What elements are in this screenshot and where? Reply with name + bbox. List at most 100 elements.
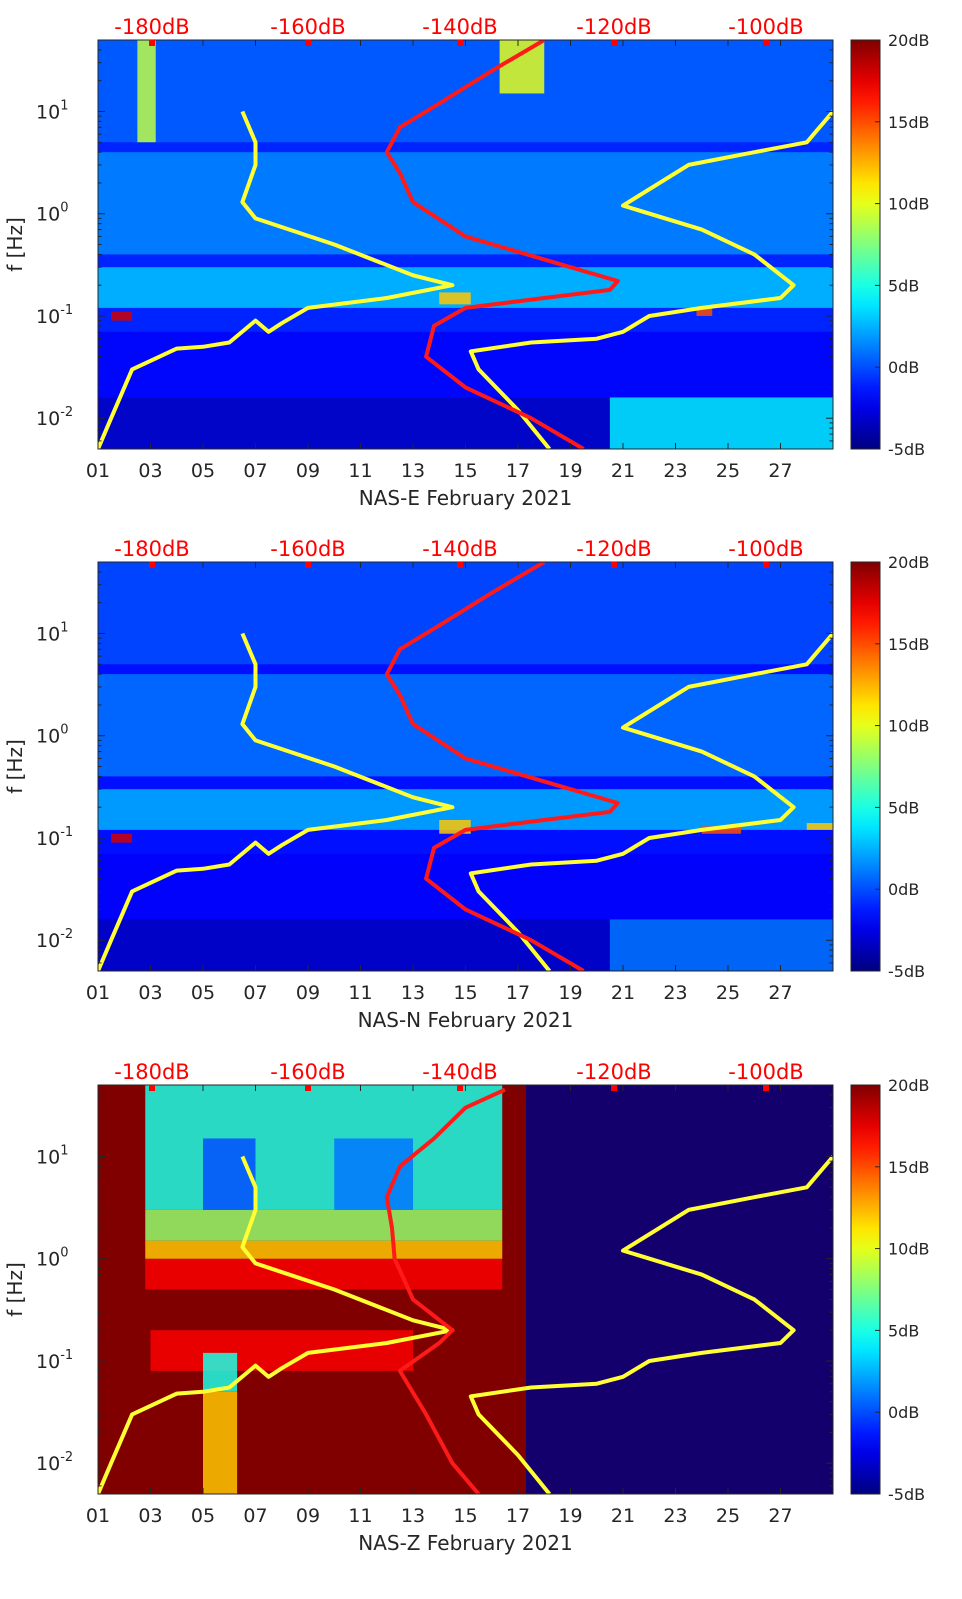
spectrogram-heatmap [98,562,833,971]
x-tick-label: 05 [191,460,215,482]
top-axis-marker [763,1085,769,1091]
x-tick-label: 15 [453,982,477,1004]
heatmap-region [701,826,742,834]
top-axis-marker [611,1085,617,1091]
top-axis-marker [457,562,463,568]
series-line-2 [468,632,833,971]
y-tick-label: 10-1 [36,303,73,328]
x-tick-label: 27 [768,460,792,482]
panel-nas-z: 01 03 05 07 09 11 13 15 17 19 21 23 25 27 10-2 10-1 100 1… [3,1060,930,1555]
x-tick-label: 21 [611,982,635,1004]
top-axis-marker [305,1085,311,1091]
heatmap-region [145,1085,503,1210]
x-tick-label: 03 [138,982,162,1004]
colorbar [850,39,881,450]
heatmap-region [525,1085,833,1494]
series-line-1 [98,632,455,971]
top-axis-label: -120dB [576,1060,651,1084]
heatmap-region [499,40,545,94]
top-axis-marker [611,562,617,568]
top-axis-label: -100dB [728,15,803,39]
y-tick-label: 100 [36,723,68,748]
x-tick-label: 19 [558,460,582,482]
x-tick-label: 11 [348,982,372,1004]
colorbar-tick-label: 15dB [888,1158,930,1177]
colorbar-tick-label: 20dB [888,553,930,572]
y-tick-label: 101 [36,1143,68,1168]
top-axis-label: -140dB [422,537,497,561]
x-tick-label: 23 [663,460,687,482]
x-tick-label: 19 [558,1505,582,1527]
x-tick-label: 13 [401,460,425,482]
heatmap-region [98,562,833,665]
colorbar-tick-label: 15dB [888,635,930,654]
colorbar-tick-label: 10dB [888,717,930,736]
colorbar-tick-label: 0dB [888,880,919,899]
x-tick-label: 11 [348,1505,372,1527]
y-tick-label: 100 [36,1246,68,1271]
series-line-1 [98,1155,455,1494]
x-tick-label: 07 [243,1505,267,1527]
x-tick-label: 05 [191,982,215,1004]
x-tick-label: 21 [611,1505,635,1527]
x-tick-label: 17 [506,460,530,482]
y-tick-label: 10-2 [36,927,73,952]
top-axis-label: -100dB [728,537,803,561]
x-tick-label: 07 [243,982,267,1004]
x-tick-label: 15 [453,460,477,482]
top-axis-marker [457,40,463,46]
colorbar-tick-label: 5dB [888,276,919,295]
heatmap-region [111,311,133,321]
colorbar-tick-label: 10dB [888,195,930,214]
heatmap-region [150,1330,413,1371]
heatmap-region [806,823,833,830]
colorbar-tick-label: -5dB [888,1485,925,1504]
colorbar-tick-label: 0dB [888,1403,919,1422]
series-line-3 [384,40,620,449]
top-axis-label: -160dB [270,1060,345,1084]
top-axis-marker [763,40,769,46]
x-tick-label: 19 [558,982,582,1004]
top-axis-marker [149,40,155,46]
x-tick-label: 21 [611,460,635,482]
x-tick-label: 03 [138,460,162,482]
y-tick-label: 10-2 [36,405,73,430]
x-tick-label: 25 [716,1505,740,1527]
top-axis-marker [149,562,155,568]
y-tick-label: 101 [36,98,68,123]
colorbar-tick-label: 20dB [888,1076,930,1095]
x-tick-label: 09 [296,460,320,482]
heatmap-region [203,1138,256,1210]
colorbar-tick-label: -5dB [888,962,925,981]
top-axis-label: -140dB [422,1060,497,1084]
top-axis-marker [305,562,311,568]
spectrogram-heatmap [98,1085,833,1494]
y-tick-label: 101 [36,620,68,645]
top-axis-label: -180dB [114,15,189,39]
top-axis-label: -180dB [114,537,189,561]
colorbar [850,1084,881,1495]
top-axis-label: -120dB [576,537,651,561]
colorbar-tick-label: -5dB [888,440,925,459]
heatmap-region [145,1209,503,1241]
x-tick-label: 09 [296,982,320,1004]
x-tick-label: 05 [191,1505,215,1527]
x-tick-label: 27 [768,1505,792,1527]
colorbar-tick-label: 20dB [888,31,930,50]
heatmap-region [609,397,833,449]
heatmap-region [334,1138,413,1210]
series-line-1 [98,110,455,449]
y-axis-label: f [Hz] [3,217,27,272]
colorbar [850,561,881,972]
colorbar-tick-label: 15dB [888,113,930,132]
spectrogram-heatmap [98,40,833,449]
x-tick-label: 11 [348,460,372,482]
x-tick-label: 23 [663,1505,687,1527]
x-tick-label: 07 [243,460,267,482]
panel-nas-n: 01 03 05 07 09 11 13 15 17 19 21 23 25 27 10-2 10-1 100 1… [3,537,930,1032]
x-tick-label: 03 [138,1505,162,1527]
top-axis-label: -160dB [270,537,345,561]
x-tick-label: 17 [506,982,530,1004]
top-axis-label: -160dB [270,15,345,39]
